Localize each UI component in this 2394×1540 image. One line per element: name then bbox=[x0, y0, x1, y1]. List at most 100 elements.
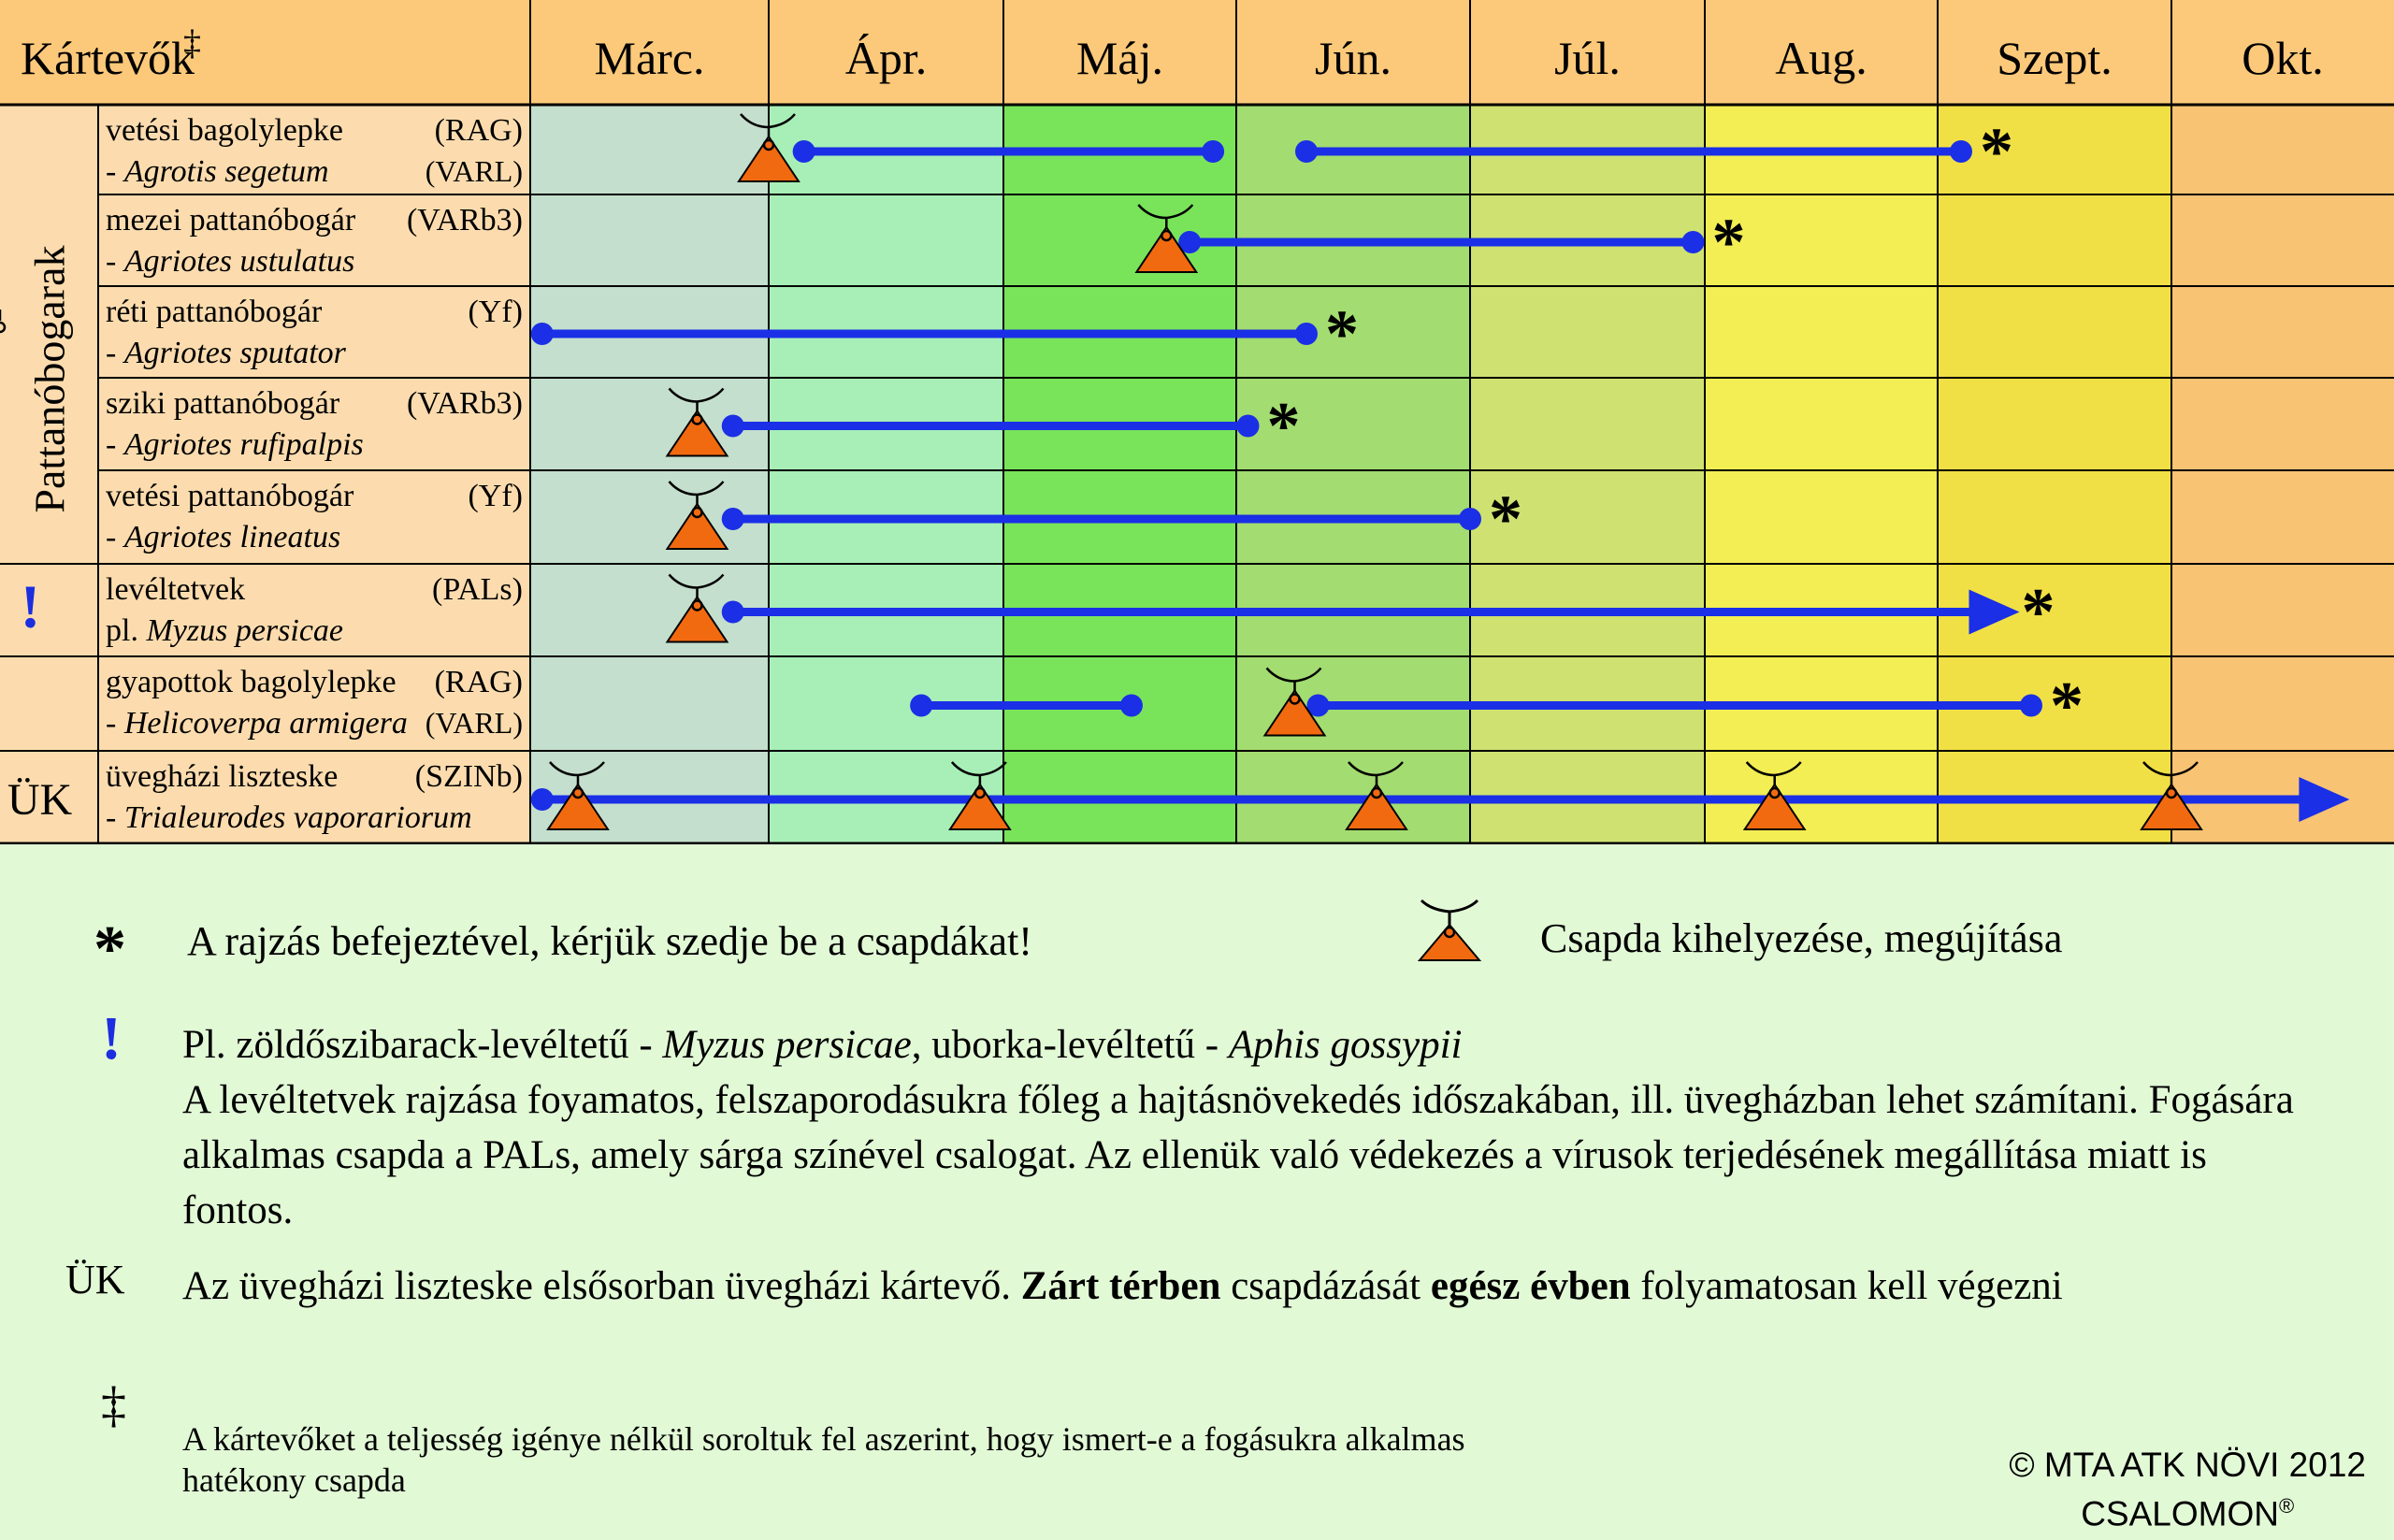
end-star: * bbox=[1489, 482, 1522, 556]
season-start-dot bbox=[1306, 694, 1330, 717]
group-label-3: ÜK bbox=[7, 775, 73, 825]
month-column-1 bbox=[530, 105, 769, 844]
end-star: * bbox=[1267, 389, 1301, 464]
copyright: © MTA ATK NÖVI 2012 CSALOMON® bbox=[2009, 1446, 2366, 1533]
brand-name: CSALOMON bbox=[2081, 1494, 2279, 1533]
pest-name-8: üvegházi liszteske bbox=[106, 759, 338, 794]
end-star: * bbox=[1980, 114, 2013, 189]
star-symbol: * bbox=[94, 914, 126, 986]
trap-code-6: (PALs) bbox=[432, 572, 523, 607]
pest-latin-4: - Agriotes rufipalpis bbox=[106, 427, 364, 462]
season-start-dot bbox=[1295, 140, 1318, 163]
group-label-1: Pattanóbogarak bbox=[26, 245, 74, 512]
uk-symbol: ÜK bbox=[65, 1257, 125, 1303]
month-label-5: Júl. bbox=[1554, 32, 1621, 84]
month-column-5 bbox=[1470, 105, 1705, 844]
month-label-8: Okt. bbox=[2242, 32, 2324, 84]
season-start-dot bbox=[530, 788, 554, 811]
season-start-dot bbox=[721, 414, 744, 438]
season-arrow-head bbox=[2299, 777, 2350, 822]
trap-code-1: (RAG) bbox=[435, 113, 523, 148]
month-column-3 bbox=[1003, 105, 1236, 844]
whitefly-note: Az üvegházi liszteske elsősorban üvegház… bbox=[182, 1264, 2063, 1308]
season-start-dot bbox=[910, 694, 933, 717]
month-column-7 bbox=[1938, 105, 2171, 844]
header-dagger: ‡ bbox=[183, 23, 201, 63]
trap-icon bbox=[665, 573, 729, 643]
month-column-8 bbox=[2171, 105, 2394, 844]
legend-panel: * A rajzás befejeztével, kérjük szedje b… bbox=[0, 844, 2394, 1540]
dagger-note: A kártevőket a teljesség igénye nélkül s… bbox=[182, 1420, 1465, 1499]
season-start-dot bbox=[792, 140, 815, 163]
season-arrow-head bbox=[1969, 589, 2020, 635]
trap-code-3: (Yf) bbox=[468, 295, 523, 329]
trap-icon bbox=[1742, 761, 1807, 830]
pest-name-1: vetési bagolylepke bbox=[106, 113, 343, 148]
end-star: * bbox=[1325, 296, 1359, 371]
group-label-2: ! bbox=[21, 573, 41, 641]
aphid-note: Pl. zöldőszibarack-levéltetű - Myzus per… bbox=[182, 1017, 2315, 1238]
month-label-6: Aug. bbox=[1775, 32, 1868, 84]
legend-trap-icon bbox=[1417, 899, 1482, 961]
aphid-note-line1: Pl. zöldőszibarack-levéltetű - Myzus per… bbox=[182, 1023, 1463, 1067]
trap-code-5: (Yf) bbox=[468, 479, 523, 513]
pest-name-5: vetési pattanóbogár bbox=[106, 479, 354, 513]
season-end-dot bbox=[1119, 694, 1143, 717]
trap-code-2: (VARb3) bbox=[407, 203, 523, 237]
season-end-dot bbox=[1681, 231, 1705, 253]
legend-star-text: A rajzás befejeztével, kérjük szedje be … bbox=[187, 918, 1032, 964]
season-end-dot bbox=[2020, 694, 2042, 717]
trap-code-8: (SZINb) bbox=[415, 759, 523, 794]
pest-name-7: gyapottok bagolylepke bbox=[106, 665, 397, 699]
month-label-4: Jún. bbox=[1315, 32, 1392, 84]
exclamation-symbol: ! bbox=[101, 1004, 122, 1072]
trap-code2-7: (VARL) bbox=[425, 706, 523, 740]
trap-icon bbox=[737, 113, 800, 182]
season-start-dot bbox=[721, 600, 744, 624]
legend-trap-text: Csapda kihelyezése, megújítása bbox=[1540, 915, 2063, 961]
pest-name-4: sziki pattanóbogár bbox=[106, 386, 340, 421]
pest-name-6: levéltetvek bbox=[106, 572, 245, 607]
pest-latin-5: - Agriotes lineatus bbox=[106, 520, 340, 554]
month-label-1: Márc. bbox=[595, 32, 705, 84]
pest-latin-8: - Trialeurodes vaporariorum bbox=[106, 800, 472, 835]
pest-name-3: réti pattanóbogár bbox=[106, 295, 323, 329]
header-band bbox=[0, 0, 2394, 105]
pest-name-2: mezei pattanóbogár bbox=[106, 203, 356, 237]
month-label-3: Máj. bbox=[1076, 32, 1163, 84]
trap-icon bbox=[665, 481, 729, 550]
trap-code2-1: (VARL) bbox=[425, 154, 523, 188]
trap-icon bbox=[0, 309, 7, 334]
trap-icon bbox=[1345, 761, 1408, 830]
trap-icon bbox=[546, 761, 610, 830]
trap-code-7: (RAG) bbox=[435, 665, 523, 699]
schedule-chart: Kártevők‡ Márc. Ápr. Máj. Jún. Júl. Aug. Szept.… bbox=[0, 0, 2394, 844]
month-label-7: Szept. bbox=[1997, 32, 2113, 84]
trap-icon bbox=[665, 387, 729, 457]
pest-latin-7: - Helicoverpa armigera bbox=[106, 706, 408, 741]
trap-icon bbox=[1134, 204, 1199, 273]
pest-latin-3: - Agriotes sputator bbox=[106, 336, 347, 370]
trap-code-4: (VARb3) bbox=[407, 386, 523, 421]
season-start-dot bbox=[1178, 231, 1202, 253]
end-star: * bbox=[2050, 669, 2084, 743]
month-label-2: Ápr. bbox=[845, 32, 928, 84]
season-end-dot bbox=[1236, 414, 1260, 438]
pest-latin-2: - Agriotes ustulatus bbox=[106, 244, 354, 279]
header-label: Kártevők bbox=[21, 32, 195, 84]
pest-latin-1: - Agrotis segetum bbox=[106, 154, 329, 189]
trap-icon bbox=[948, 761, 1012, 830]
pest-latin-6: pl. Myzus persicae bbox=[106, 613, 343, 648]
dagger-symbol: ‡ bbox=[101, 1376, 126, 1432]
month-column-6 bbox=[1705, 105, 1938, 844]
month-column-2 bbox=[769, 105, 1003, 844]
trap-icon bbox=[1262, 667, 1327, 737]
season-end-dot bbox=[1295, 323, 1318, 345]
trap-icon bbox=[2140, 761, 2203, 830]
season-end-dot bbox=[1202, 140, 1225, 163]
aphid-note-text: A levéltetvek rajzása foyamatos, felszap… bbox=[182, 1078, 2294, 1232]
end-star: * bbox=[1711, 205, 1745, 280]
season-start-dot bbox=[721, 508, 744, 530]
season-start-dot bbox=[530, 323, 554, 345]
season-end-dot bbox=[1459, 508, 1481, 530]
